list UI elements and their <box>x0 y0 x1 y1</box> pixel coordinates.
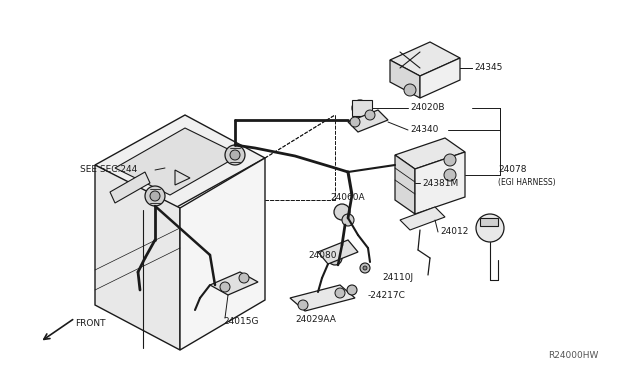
Text: 24060A: 24060A <box>330 193 365 202</box>
Polygon shape <box>348 110 388 132</box>
Circle shape <box>444 169 456 181</box>
Polygon shape <box>210 272 258 295</box>
Polygon shape <box>395 155 415 214</box>
Polygon shape <box>415 152 465 214</box>
Circle shape <box>334 204 350 220</box>
Circle shape <box>404 84 416 96</box>
Text: 24020B: 24020B <box>410 103 445 112</box>
Circle shape <box>356 104 364 112</box>
Text: 24078: 24078 <box>498 166 527 174</box>
Polygon shape <box>318 240 358 264</box>
Circle shape <box>365 110 375 120</box>
Circle shape <box>476 214 504 242</box>
Polygon shape <box>115 128 240 195</box>
Polygon shape <box>480 218 498 226</box>
Polygon shape <box>395 138 465 169</box>
Polygon shape <box>390 42 460 76</box>
Circle shape <box>347 285 357 295</box>
Text: FRONT: FRONT <box>75 318 106 327</box>
Polygon shape <box>180 158 265 350</box>
Text: 24012: 24012 <box>440 228 468 237</box>
Polygon shape <box>95 165 180 350</box>
Circle shape <box>342 214 354 226</box>
Circle shape <box>150 191 160 201</box>
Text: 24340: 24340 <box>410 125 438 135</box>
Polygon shape <box>390 60 420 98</box>
Polygon shape <box>352 100 372 116</box>
Circle shape <box>350 117 360 127</box>
Circle shape <box>352 100 368 116</box>
Circle shape <box>145 186 165 206</box>
Polygon shape <box>400 207 445 230</box>
Polygon shape <box>95 115 265 208</box>
Circle shape <box>328 251 342 265</box>
Text: 24029AA: 24029AA <box>295 315 336 324</box>
Text: R24000HW: R24000HW <box>548 350 598 359</box>
Circle shape <box>220 282 230 292</box>
Circle shape <box>298 300 308 310</box>
Polygon shape <box>290 285 355 311</box>
Text: SEE SEC.244: SEE SEC.244 <box>80 166 137 174</box>
Circle shape <box>230 150 240 160</box>
Polygon shape <box>110 172 150 203</box>
Text: (EGI HARNESS): (EGI HARNESS) <box>498 177 556 186</box>
Text: -24217C: -24217C <box>368 291 406 299</box>
Text: 24110J: 24110J <box>382 273 413 282</box>
Text: 24381M: 24381M <box>422 179 458 187</box>
Circle shape <box>360 263 370 273</box>
Circle shape <box>444 154 456 166</box>
Circle shape <box>363 266 367 270</box>
Text: 24345: 24345 <box>474 64 502 73</box>
Circle shape <box>239 273 249 283</box>
Text: 24015G: 24015G <box>223 317 259 327</box>
Circle shape <box>225 145 245 165</box>
Circle shape <box>335 288 345 298</box>
Polygon shape <box>420 58 460 98</box>
Text: 24080: 24080 <box>308 250 337 260</box>
